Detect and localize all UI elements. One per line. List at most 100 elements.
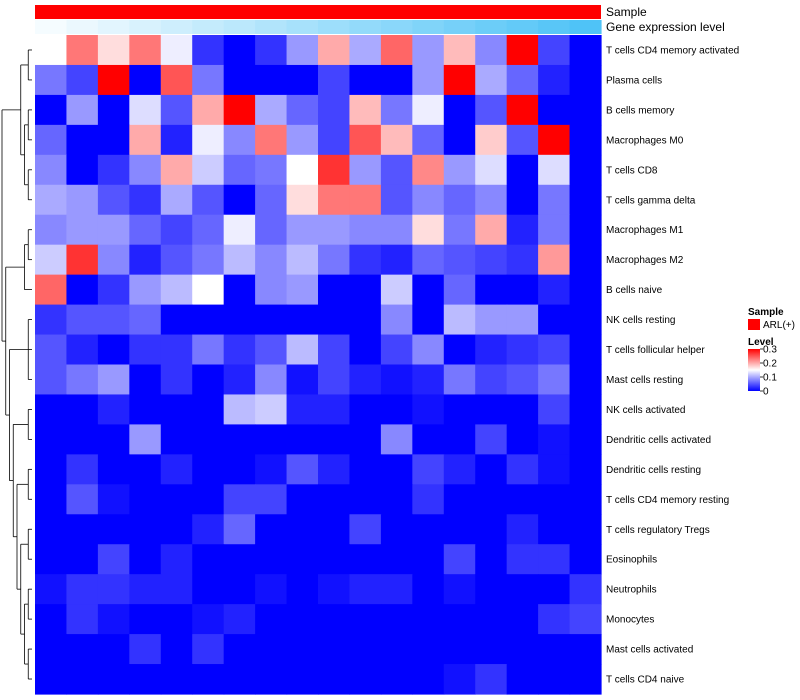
heatmap-cell xyxy=(506,334,539,366)
annotation-expression-cell xyxy=(35,20,68,34)
heatmap-cell xyxy=(192,94,225,126)
heatmap-cell xyxy=(318,514,351,545)
heatmap-cell xyxy=(318,634,351,665)
heatmap-cell xyxy=(255,664,288,695)
heatmap-cell xyxy=(35,35,68,66)
heatmap-cell xyxy=(286,364,319,396)
annotation-expression-cell xyxy=(569,20,602,34)
heatmap-cell xyxy=(35,484,68,515)
heatmap-cell xyxy=(223,64,256,96)
heatmap-cell xyxy=(443,334,476,366)
heatmap-cell xyxy=(318,454,351,485)
heatmap-cell xyxy=(443,364,476,396)
heatmap-cell xyxy=(35,544,68,575)
heatmap-cell xyxy=(443,394,476,426)
heatmap-cell xyxy=(443,664,476,695)
heatmap-cell xyxy=(286,664,319,695)
heatmap-cell xyxy=(255,514,288,545)
heatmap-cell xyxy=(506,304,539,336)
heatmap-cell xyxy=(223,304,256,336)
heatmap-cell xyxy=(160,244,193,276)
heatmap-cell xyxy=(569,484,602,515)
heatmap-cell xyxy=(349,544,382,575)
legend-level-tick-label: 0 xyxy=(763,387,769,398)
heatmap-cell xyxy=(380,124,413,156)
row-label: T cells follicular helper xyxy=(606,345,705,356)
heatmap-cell xyxy=(538,454,571,485)
heatmap-cell xyxy=(443,244,476,276)
heatmap-cell xyxy=(192,154,225,186)
heatmap-cell xyxy=(223,124,256,156)
heatmap-cell xyxy=(318,154,351,186)
heatmap-cell xyxy=(35,514,68,545)
heatmap-cell xyxy=(412,424,445,455)
heatmap-cell xyxy=(475,454,508,485)
heatmap-cell xyxy=(255,154,288,186)
heatmap-cell xyxy=(160,394,193,426)
heatmap-cell xyxy=(66,244,99,276)
annotation-expression-cell xyxy=(506,20,539,34)
heatmap-cell xyxy=(286,244,319,276)
heatmap-cell xyxy=(255,394,288,426)
heatmap-cell xyxy=(475,94,508,126)
heatmap-cell xyxy=(380,484,413,515)
legend-sample-entry: ARL(+) xyxy=(763,320,795,331)
heatmap-cell xyxy=(286,154,319,186)
heatmap-cell xyxy=(349,35,382,66)
heatmap-cell xyxy=(286,424,319,455)
heatmap-cell xyxy=(506,544,539,575)
row-label: Eosinophils xyxy=(606,555,657,566)
heatmap-cell xyxy=(538,484,571,515)
heatmap-cell xyxy=(475,304,508,336)
heatmap-cell xyxy=(223,394,256,426)
heatmap-cell xyxy=(286,604,319,635)
heatmap-cell xyxy=(286,394,319,426)
heatmap-cell xyxy=(255,64,288,96)
heatmap-cell xyxy=(192,214,225,246)
row-label: T cells regulatory Tregs xyxy=(606,525,710,536)
heatmap-cell xyxy=(475,154,508,186)
heatmap-cell xyxy=(35,184,68,216)
annotation-sample-bar xyxy=(35,5,601,19)
heatmap-cell xyxy=(160,514,193,545)
heatmap-cell xyxy=(538,544,571,575)
heatmap-cell xyxy=(129,514,162,545)
heatmap-cell xyxy=(160,154,193,186)
heatmap-cell xyxy=(66,424,99,455)
heatmap-cell xyxy=(569,664,602,695)
heatmap-cell xyxy=(160,304,193,336)
annotation-expression-cell xyxy=(475,20,508,34)
heatmap-cell xyxy=(255,184,288,216)
heatmap-cell xyxy=(443,64,476,96)
heatmap-cell xyxy=(506,634,539,665)
heatmap-cell xyxy=(129,664,162,695)
heatmap-cell xyxy=(318,94,351,126)
heatmap-cell xyxy=(255,484,288,515)
heatmap-cell xyxy=(255,574,288,605)
heatmap-cell xyxy=(412,244,445,276)
heatmap-cell xyxy=(35,454,68,485)
heatmap-cell xyxy=(192,334,225,366)
heatmap-cell xyxy=(66,274,99,306)
heatmap-cell xyxy=(66,334,99,366)
heatmap-cell xyxy=(192,514,225,545)
row-label: Macrophages M2 xyxy=(606,255,684,266)
heatmap-cell xyxy=(569,214,602,246)
heatmap-cell xyxy=(349,484,382,515)
heatmap-cell xyxy=(538,94,571,126)
heatmap-cell xyxy=(569,244,602,276)
heatmap-cell xyxy=(223,604,256,635)
heatmap-cell xyxy=(35,634,68,665)
heatmap-cell xyxy=(318,544,351,575)
heatmap-cell xyxy=(129,274,162,306)
heatmap-cell xyxy=(66,544,99,575)
heatmap-cell xyxy=(506,94,539,126)
row-label: T cells CD4 memory resting xyxy=(606,495,729,506)
heatmap-cell xyxy=(97,514,130,545)
heatmap-cell xyxy=(380,244,413,276)
heatmap-cell xyxy=(66,364,99,396)
heatmap-cell xyxy=(349,124,382,156)
row-label: Dendritic cells resting xyxy=(606,465,701,476)
heatmap-cell xyxy=(506,35,539,66)
heatmap-cell xyxy=(569,544,602,575)
